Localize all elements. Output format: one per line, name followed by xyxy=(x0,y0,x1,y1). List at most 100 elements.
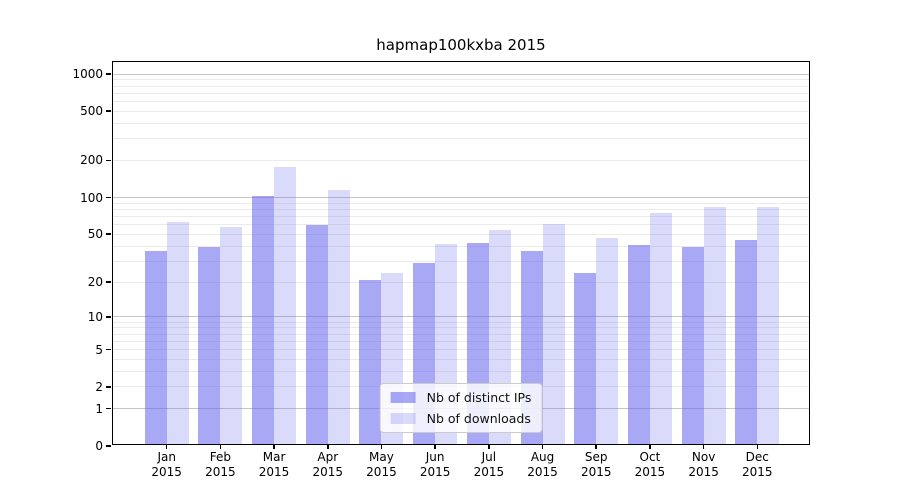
minor-gridline xyxy=(113,260,809,262)
bar-nb-of-downloads-jan xyxy=(166,221,189,444)
x-axis-label-month: Jul xyxy=(481,450,497,464)
x-axis-label-year: 2015 xyxy=(312,465,344,479)
minor-gridline xyxy=(113,349,809,351)
minor-gridline xyxy=(113,138,809,140)
x-axis-label-year: 2015 xyxy=(205,465,236,479)
x-axis-label-year: 2015 xyxy=(151,465,182,479)
minor-gridline xyxy=(113,233,809,235)
y-axis-label-200: 200 xyxy=(80,153,103,168)
x-axis-tick-apr xyxy=(326,444,329,449)
bar-nb-of-downloads-feb xyxy=(220,227,243,444)
bar-nb-of-distinct-ips-feb xyxy=(198,246,221,444)
x-axis-label-sep: Sep 2015 xyxy=(561,450,631,480)
x-axis-tick-may xyxy=(380,444,383,449)
chart-title: hapmap100kxba 2015 xyxy=(376,36,546,54)
x-axis-label-year: 2015 xyxy=(742,465,773,479)
x-axis-label-jul: Jul 2015 xyxy=(454,450,524,480)
x-axis-label-month: Jan xyxy=(157,450,176,464)
bar-nb-of-downloads-sep xyxy=(596,237,619,444)
x-axis-label-year: 2015 xyxy=(527,465,558,479)
bar-nb-of-distinct-ips-oct xyxy=(627,245,650,444)
bar-nb-of-downloads-oct xyxy=(649,212,672,444)
y-axis-label-100: 100 xyxy=(80,190,103,205)
major-gridline xyxy=(113,73,809,75)
minor-gridline xyxy=(113,92,809,94)
y-axis-label-0: 0 xyxy=(95,439,103,453)
bar-nb-of-downloads-mar xyxy=(274,167,297,444)
minor-gridline xyxy=(113,327,809,329)
x-axis-tick-mar xyxy=(273,444,275,449)
x-axis-tick-dec xyxy=(756,444,759,449)
y-axis-label-50: 50 xyxy=(87,227,103,242)
y-axis-tick-2 xyxy=(106,386,112,388)
x-axis-label-month: May xyxy=(369,450,394,464)
legend-swatch-downloads xyxy=(390,413,416,424)
y-axis-label-1: 1 xyxy=(95,401,103,416)
minor-gridline xyxy=(113,208,809,210)
x-axis-label-year: 2015 xyxy=(366,465,397,479)
x-axis-label-year: 2015 xyxy=(258,465,290,479)
major-gridline xyxy=(113,197,809,198)
x-axis-label-mar: Mar 2015 xyxy=(239,450,309,480)
legend: Nb of distinct IPs Nb of downloads xyxy=(379,383,543,433)
minor-gridline xyxy=(113,100,809,102)
bars-layer xyxy=(113,62,809,444)
x-axis-tick-aug xyxy=(541,444,544,449)
x-axis-label-year: 2015 xyxy=(634,465,666,479)
plot-area: 0 1 2 5 10 20 50 100 200 500 1000 Jan 2015 Feb 2015 Mar… xyxy=(72,61,810,479)
y-axis-tick-200 xyxy=(106,159,112,162)
major-gridline xyxy=(113,316,809,318)
minor-gridline xyxy=(113,281,809,283)
x-axis-label-month: Nov xyxy=(691,450,716,464)
x-axis-label-jan: Jan 2015 xyxy=(132,450,202,480)
bar-nb-of-distinct-ips-mar xyxy=(252,195,275,444)
x-axis-tick-jan xyxy=(165,444,168,449)
minor-gridline xyxy=(113,79,809,81)
bar-nb-of-distinct-ips-sep xyxy=(574,272,597,444)
bar-nb-of-downloads-aug xyxy=(542,223,565,444)
gridlines-layer xyxy=(113,62,809,444)
x-axis-label-dec: Dec 2015 xyxy=(722,450,792,480)
y-axis-tick-0 xyxy=(106,445,112,447)
minor-gridline xyxy=(113,85,809,87)
x-axis-label-month: Aug xyxy=(530,450,555,464)
y-axis-label-2: 2 xyxy=(95,379,103,394)
legend-item-downloads: Nb of downloads xyxy=(390,411,532,426)
x-axis-tick-jun xyxy=(434,444,436,449)
minor-gridline xyxy=(113,358,809,360)
minor-gridline xyxy=(113,224,809,226)
x-axis-label-month: Sep xyxy=(584,450,608,464)
minor-gridline xyxy=(113,122,809,124)
x-axis-tick-jul xyxy=(488,444,490,449)
bar-nb-of-downloads-dec xyxy=(757,206,780,444)
minor-gridline xyxy=(113,159,809,161)
x-axis-label-nov: Nov 2015 xyxy=(669,450,739,480)
minor-gridline xyxy=(113,340,809,342)
y-axis-label-500: 500 xyxy=(80,104,103,119)
bar-nb-of-downloads-nov xyxy=(703,207,726,444)
legend-swatch-distinct-ips xyxy=(390,392,416,403)
x-axis-tick-sep xyxy=(595,444,598,449)
x-axis-label-jun: Jun 2015 xyxy=(400,450,470,480)
legend-label-downloads: Nb of downloads xyxy=(426,411,531,426)
y-axis-label-5: 5 xyxy=(95,342,103,357)
minor-gridline xyxy=(113,333,809,335)
x-axis-tick-nov xyxy=(702,444,705,449)
bar-nb-of-downloads-apr xyxy=(327,190,350,444)
bar-nb-of-distinct-ips-apr xyxy=(305,225,328,444)
x-axis-label-month: Jun xyxy=(425,450,445,464)
bar-nb-of-distinct-ips-jan xyxy=(144,251,167,444)
y-axis-tick-100 xyxy=(106,196,112,199)
legend-label-distinct-ips: Nb of distinct IPs xyxy=(426,390,532,405)
x-axis-label-month: Mar xyxy=(262,450,286,464)
axis-ticks-layer: 0 1 2 5 10 20 50 100 200 500 1000 Jan 2015 Feb 2015 Mar… xyxy=(72,62,809,479)
y-axis-tick-5 xyxy=(106,348,112,351)
y-axis-tick-1 xyxy=(106,407,112,410)
x-axis-label-apr: Apr 2015 xyxy=(293,450,363,480)
bar-nb-of-distinct-ips-dec xyxy=(735,240,758,444)
x-axis-label-month: Dec xyxy=(745,450,769,464)
x-axis-label-aug: Aug 2015 xyxy=(508,450,578,480)
x-axis-label-feb: Feb 2015 xyxy=(185,450,255,480)
y-axis-tick-50 xyxy=(106,233,112,236)
y-axis-label-10: 10 xyxy=(87,309,103,324)
